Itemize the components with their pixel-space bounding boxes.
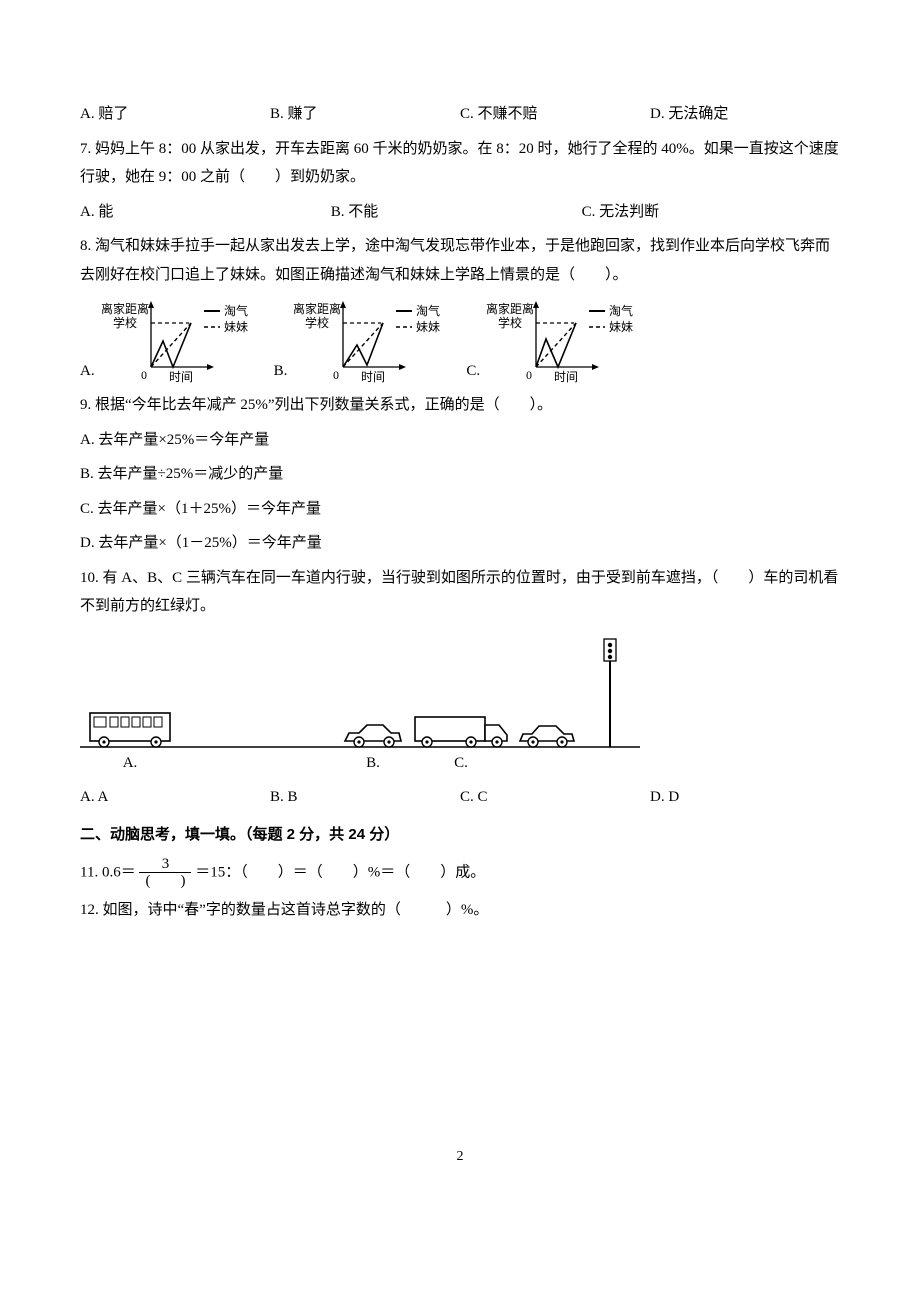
- q6-opt-b: B. 赚了: [270, 100, 460, 129]
- q8-graph-b: 离家距离学校 0 时间 淘气妹妹: [291, 295, 456, 385]
- svg-text:离家距离: 离家距离: [486, 301, 534, 316]
- q11-post: ＝15：（ ）＝（ ）%＝（ ）成。: [195, 864, 485, 880]
- svg-text:0: 0: [526, 368, 532, 382]
- q7-stem: 7. 妈妈上午 8：00 从家出发，开车去距离 60 千米的奶奶家。在 8：20…: [80, 135, 840, 192]
- svg-text:0: 0: [141, 368, 147, 382]
- q8-graph-b-wrap: B. 离家距离学校 0 时间 淘气妹妹: [274, 295, 457, 385]
- svg-text:学校: 学校: [305, 315, 329, 330]
- svg-text:C.: C.: [454, 755, 468, 771]
- q8-graph-a: 离家距离学校 0 时间 淘气妹妹: [99, 295, 264, 385]
- q10-options: A. A B. B C. C D. D: [80, 783, 840, 812]
- q8-label-a: A.: [80, 357, 95, 386]
- svg-text:淘气: 淘气: [609, 303, 633, 318]
- q8-label-b: B.: [274, 357, 288, 386]
- svg-text:时间: 时间: [554, 370, 578, 384]
- q9-opt-c: C. 去年产量×（1＋25%）＝今年产量: [80, 495, 840, 524]
- svg-text:时间: 时间: [169, 370, 193, 384]
- svg-text:学校: 学校: [498, 315, 522, 330]
- q8-graph-c-wrap: C. 离家距离学校 0 时间 淘气妹妹: [466, 295, 649, 385]
- q8-stem: 8. 淘气和妹妹手拉手一起从家出发去上学，途中淘气发现忘带作业本，于是他跑回家，…: [80, 232, 840, 289]
- q8-graph-a-wrap: A. 离家距离学校 0 时间 淘气妹妹: [80, 295, 264, 385]
- q8-graphs: A. 离家距离学校0时间淘气妹妹 B. 离家距离学校0时间淘气妹妹 C. 离家距…: [80, 295, 840, 385]
- q6-opt-c: C. 不赚不赔: [460, 100, 650, 129]
- q11-pre: 11. 0.6＝: [80, 864, 136, 880]
- svg-text:学校: 学校: [113, 315, 137, 330]
- svg-text:时间: 时间: [361, 370, 385, 384]
- q10-figure: A. B. C.: [80, 629, 840, 779]
- q6-opt-a: A. 赔了: [80, 100, 270, 129]
- svg-text:妹妹: 妹妹: [224, 320, 248, 334]
- q9-opt-b: B. 去年产量÷25%＝减少的产量: [80, 460, 840, 489]
- q12: 12. 如图，诗中“春”字的数量占这首诗总字数的（ ）%。: [80, 896, 840, 925]
- page-number: 2: [80, 1144, 840, 1171]
- q9-opt-d: D. 去年产量×（1－25%）＝今年产量: [80, 529, 840, 558]
- q7-opt-c: C. 无法判断: [582, 198, 833, 227]
- q10-svg: A. B. C.: [80, 629, 640, 779]
- q11: 11. 0.6＝ 3 ( ) ＝15：（ ）＝（ ）%＝（ ）成。: [80, 856, 840, 890]
- q8-graph-c: 离家距离学校 0 时间 淘气妹妹: [484, 295, 649, 385]
- q7-opt-a: A. 能: [80, 198, 331, 227]
- svg-text:淘气: 淘气: [416, 303, 440, 318]
- svg-text:离家距离: 离家距离: [101, 301, 149, 316]
- q10-stem: 10. 有 A、B、C 三辆汽车在同一车道内行驶，当行驶到如图所示的位置时，由于…: [80, 564, 840, 621]
- q9-opt-a: A. 去年产量×25%＝今年产量: [80, 426, 840, 455]
- svg-text:B.: B.: [366, 755, 380, 771]
- q6-options: A. 赔了 B. 赚了 C. 不赚不赔 D. 无法确定: [80, 100, 840, 129]
- q8-label-c: C.: [466, 357, 480, 386]
- q7-opt-b: B. 不能: [331, 198, 582, 227]
- svg-text:A.: A.: [123, 755, 138, 771]
- section2-heading: 二、动脑思考，填一填。（每题 2 分，共 24 分）: [80, 821, 840, 850]
- q10-opt-d: D. D: [650, 783, 840, 812]
- svg-text:妹妹: 妹妹: [416, 320, 440, 334]
- q10-opt-b: B. B: [270, 783, 460, 812]
- q11-num: 3: [139, 856, 191, 874]
- svg-text:离家距离: 离家距离: [293, 301, 341, 316]
- q9-stem: 9. 根据“今年比去年减产 25%”列出下列数量关系式，正确的是（ ）。: [80, 391, 840, 420]
- q6-opt-d: D. 无法确定: [650, 100, 840, 129]
- svg-text:0: 0: [333, 368, 339, 382]
- q7-options: A. 能 B. 不能 C. 无法判断: [80, 198, 840, 227]
- svg-text:淘气: 淘气: [224, 303, 248, 318]
- q10-opt-a: A. A: [80, 783, 270, 812]
- q11-den: ( ): [139, 873, 191, 890]
- q11-fraction: 3 ( ): [139, 856, 191, 890]
- q10-opt-c: C. C: [460, 783, 650, 812]
- svg-text:妹妹: 妹妹: [609, 320, 633, 334]
